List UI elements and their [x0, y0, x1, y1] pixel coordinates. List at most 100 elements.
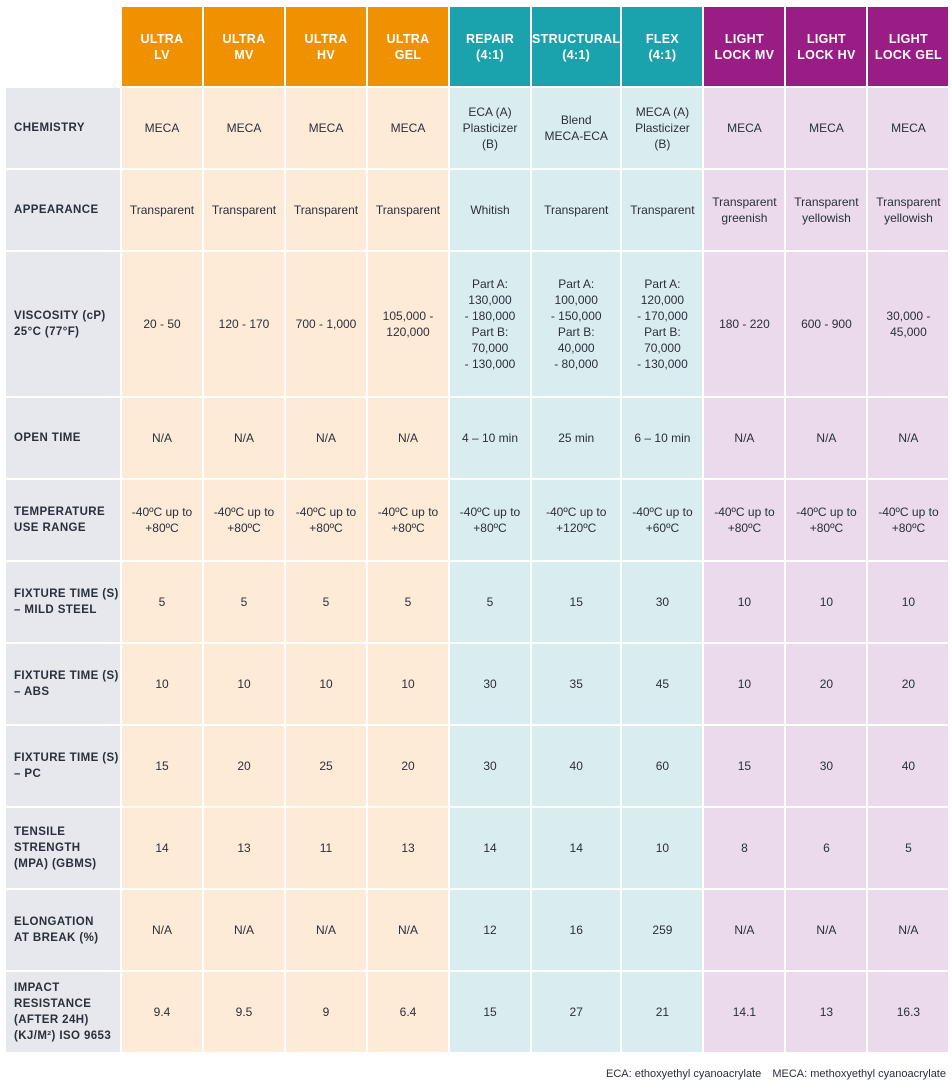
row-label-text: TENSILE STRENGTH (MPA) (GBMS): [14, 826, 97, 870]
corner-cell: [6, 7, 120, 86]
table-cell: 15: [122, 726, 202, 806]
column-header: LIGHT LOCK MV: [704, 7, 785, 86]
table-cell: N/A: [704, 890, 785, 970]
table-cell: Transparent greenish: [704, 170, 785, 250]
table-cell: N/A: [786, 398, 867, 478]
table-cell: 14: [122, 808, 202, 888]
cell-value: -40ºC up to +120ºC: [546, 505, 607, 535]
cell-value: 105,000 - 120,000: [382, 309, 434, 339]
column-header-label: REPAIR (4:1): [465, 31, 515, 62]
cell-value: 20: [819, 677, 834, 691]
cell-value: 10: [237, 677, 251, 691]
cell-value: 30: [483, 677, 497, 691]
table-cell: MECA: [704, 88, 785, 168]
row-label: ELONGATION AT BREAK (%): [6, 890, 120, 970]
cell-value: 15: [737, 759, 752, 773]
column-header: ULTRA MV: [204, 7, 284, 86]
cell-value: 14: [569, 841, 583, 855]
cell-value: 11: [319, 841, 333, 855]
table-cell: 14: [532, 808, 621, 888]
cell-value: 10: [737, 595, 752, 609]
table-cell: 700 - 1,000: [286, 252, 366, 396]
cell-value: 30: [819, 759, 834, 773]
table-cell: Transparent: [122, 170, 202, 250]
cell-value: 6.4: [399, 1005, 417, 1019]
table-cell: 10: [286, 644, 366, 724]
cell-value: N/A: [151, 431, 172, 445]
table-cell: 16.3: [868, 972, 949, 1052]
table-cell: 30: [450, 644, 530, 724]
cell-value: N/A: [315, 431, 336, 445]
table-cell: Transparent: [368, 170, 448, 250]
cell-value: 10: [901, 595, 916, 609]
cell-value: N/A: [898, 431, 919, 445]
column-header: ULTRA HV: [286, 7, 366, 86]
table-cell: N/A: [204, 890, 284, 970]
column-header: STRUCTURAL (4:1): [532, 7, 621, 86]
cell-value: MECA: [226, 121, 262, 135]
cell-value: 15: [155, 759, 169, 773]
table-row: TEMPERATURE USE RANGE -40ºC up to +80ºC -4…: [6, 480, 949, 560]
cell-value: 30: [483, 759, 497, 773]
cell-value: 21: [655, 1005, 670, 1019]
table-cell: 20: [204, 726, 284, 806]
table-cell: -40ºC up to +80ºC: [868, 480, 949, 560]
table-cell: 13: [368, 808, 448, 888]
table-cell: 10: [122, 644, 202, 724]
cell-value: 25: [319, 759, 333, 773]
cell-value: 10: [655, 841, 670, 855]
cell-value: -40ºC up to +80ºC: [131, 505, 193, 535]
cell-value: 12: [483, 923, 497, 937]
table-cell: 30: [786, 726, 867, 806]
row-label-text: CHEMISTRY: [14, 122, 85, 134]
cell-value: Part A: 100,000 - 150,000 Part B: 40,000…: [550, 277, 602, 371]
cell-value: 40: [901, 759, 916, 773]
table-cell: -40ºC up to +80ºC: [286, 480, 366, 560]
table-cell: 25 min: [532, 398, 621, 478]
cell-value: 9.5: [235, 1005, 253, 1019]
table-cell: MECA: [286, 88, 366, 168]
table-row: FIXTURE TIME (S) – MILD STEEL 5 5 5 5 5 15 30 10…: [6, 562, 949, 642]
cell-value: Transparent: [544, 203, 609, 217]
row-label: FIXTURE TIME (S) – PC: [6, 726, 120, 806]
table-cell: -40ºC up to +80ºC: [368, 480, 448, 560]
cell-value: 700 - 1,000: [295, 317, 357, 331]
cell-value: N/A: [233, 431, 254, 445]
table-cell: Transparent: [622, 170, 703, 250]
table-cell: 5: [204, 562, 284, 642]
cell-value: 27: [569, 1005, 583, 1019]
table-cell: 40: [868, 726, 949, 806]
cell-value: N/A: [734, 431, 755, 445]
cell-value: 6 – 10 min: [634, 431, 691, 445]
cell-value: 30,000 - 45,000: [886, 309, 931, 339]
column-header-label: LIGHT LOCK GEL: [874, 31, 942, 62]
cell-value: N/A: [397, 923, 418, 937]
column-header: LIGHT LOCK GEL: [868, 7, 949, 86]
cell-value: 14: [155, 841, 169, 855]
table-cell: -40ºC up to +80ºC: [786, 480, 867, 560]
cell-value: Transparent greenish: [712, 195, 777, 225]
row-label-text: APPEARANCE: [14, 204, 99, 216]
table-cell: N/A: [868, 398, 949, 478]
cell-value: MECA (A) Plasticizer (B): [635, 105, 690, 151]
row-label: FIXTURE TIME (S) – MILD STEEL: [6, 562, 120, 642]
cell-value: Transparent: [211, 203, 277, 217]
table-cell: 600 - 900: [786, 252, 867, 396]
table-cell: MECA (A) Plasticizer (B): [622, 88, 703, 168]
table-cell: 20 - 50: [122, 252, 202, 396]
table-cell: 30: [450, 726, 530, 806]
row-label-text: ELONGATION AT BREAK (%): [14, 916, 99, 944]
column-header: REPAIR (4:1): [450, 7, 530, 86]
cell-value: 5: [158, 595, 166, 609]
cell-value: 4 – 10 min: [461, 431, 519, 445]
cell-value: N/A: [233, 923, 254, 937]
footnote-eca: ECA: ethoxyethyl cyanoacrylate: [605, 1068, 762, 1080]
table-cell: Part A: 100,000 - 150,000 Part B: 40,000…: [532, 252, 621, 396]
row-label: VISCOSITY (cP) 25°C (77°F): [6, 252, 120, 396]
cell-value: 259: [652, 923, 673, 937]
column-header: FLEX (4:1): [622, 7, 703, 86]
cell-value: 25 min: [558, 431, 595, 445]
cell-value: Transparent: [129, 203, 195, 217]
cell-value: 14.1: [732, 1005, 757, 1019]
row-label-text: OPEN TIME: [14, 432, 81, 444]
